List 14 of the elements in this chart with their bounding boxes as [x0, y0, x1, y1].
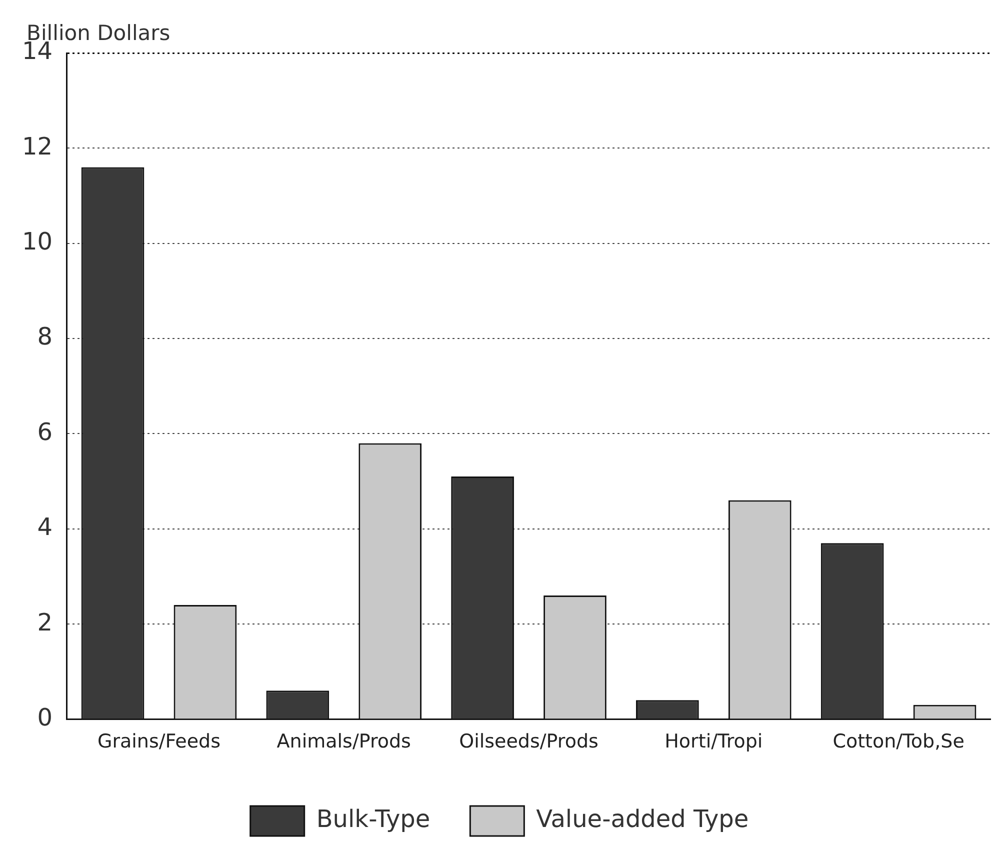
x-tick-label: Oilseeds/Prods — [459, 730, 598, 753]
y-tick-label: 4 — [37, 513, 53, 542]
y-tick-label: 8 — [37, 322, 53, 351]
y-tick-label: 0 — [37, 703, 53, 732]
x-tick-label: Horti/Tropi — [664, 730, 763, 753]
y-tick-label: 2 — [37, 608, 53, 636]
y-tick-label: 12 — [22, 132, 53, 160]
x-tick-label: Grains/Feeds — [97, 730, 220, 753]
x-tick-label: Animals/Prods — [276, 730, 411, 753]
x-tick-label: Cotton/Tob,Se — [832, 730, 964, 753]
legend-label: Bulk-Type — [316, 805, 430, 834]
y-tick-label: 10 — [22, 228, 53, 256]
legend-label: Value-added Type — [536, 805, 749, 834]
y-tick-label: 6 — [37, 418, 53, 446]
